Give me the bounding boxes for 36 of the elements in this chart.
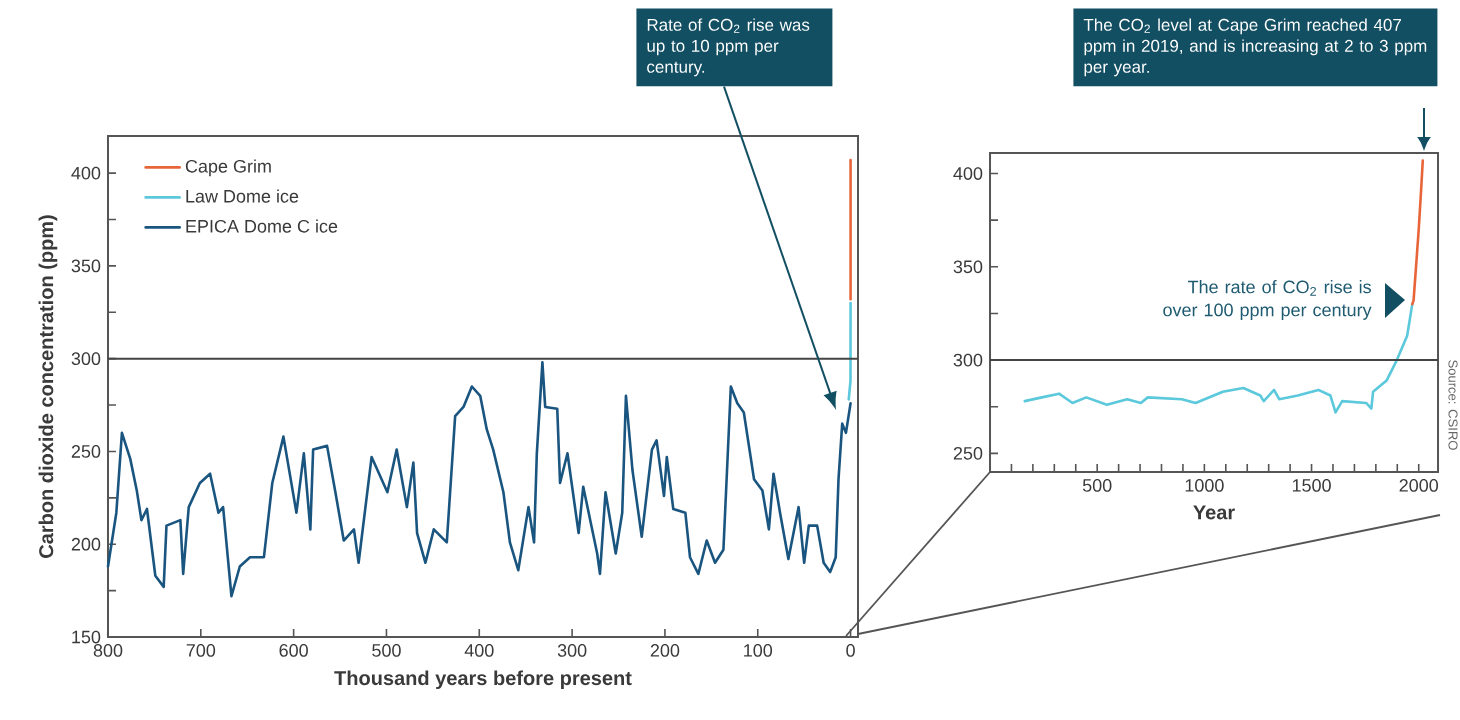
x-tick-label: 600 xyxy=(279,644,308,657)
x-tick-label: 2000 xyxy=(1399,479,1439,492)
x-axis-title: Thousand years before present xyxy=(334,670,632,690)
x-tick-label: 1000 xyxy=(1185,479,1224,492)
line-series xyxy=(1410,159,1425,306)
x-tick-label: 400 xyxy=(464,644,494,657)
y-tick-label: 250 xyxy=(71,445,101,458)
line-series xyxy=(1023,302,1414,414)
x-tick-label: 500 xyxy=(372,644,401,657)
x-tick-label: 300 xyxy=(557,644,587,657)
source-note: Source: CSIRO xyxy=(1448,360,1458,450)
legend-label: Cape Grim xyxy=(185,159,271,177)
legend-label: Law Dome ice xyxy=(186,189,299,203)
x-tick-label: 100 xyxy=(744,644,773,657)
text: Rate of CO$_{2}$ rise was up to 10 ppm per century. xyxy=(647,18,810,77)
y-axis-title: Carbon dioxide concentration (ppm) xyxy=(38,215,58,558)
x-tick-label: 700 xyxy=(186,644,216,657)
y-tick-label: 400 xyxy=(953,167,983,180)
x-tick-label: 800 xyxy=(93,644,123,657)
y-tick-label: 300 xyxy=(71,352,101,366)
legend-label: EPICA Dome C ice xyxy=(186,219,338,233)
x-tick-label: 200 xyxy=(650,644,680,657)
line-series xyxy=(106,361,852,598)
x-tick-label: 0 xyxy=(846,644,855,657)
x-axis-title: Year xyxy=(1193,505,1235,520)
y-tick-label: 400 xyxy=(71,166,101,180)
text: The CO$_{2}$ level at Cape Grim reached 407 ppm in 2019, and is increasing at 2 to 3 ppm per year. xyxy=(1083,18,1427,77)
x-tick-label: 500 xyxy=(1082,479,1112,492)
annotation: The rate of CO$_{2}$ rise is over 100 ppm per century xyxy=(1163,280,1372,320)
x-tick-label: 1500 xyxy=(1292,479,1331,492)
y-tick-label: 250 xyxy=(953,446,983,460)
y-tick-label: 350 xyxy=(953,260,983,274)
y-tick-label: 200 xyxy=(71,537,101,551)
y-tick-label: 300 xyxy=(953,353,983,367)
y-tick-label: 350 xyxy=(71,259,101,273)
y-tick-label: 150 xyxy=(72,630,101,644)
